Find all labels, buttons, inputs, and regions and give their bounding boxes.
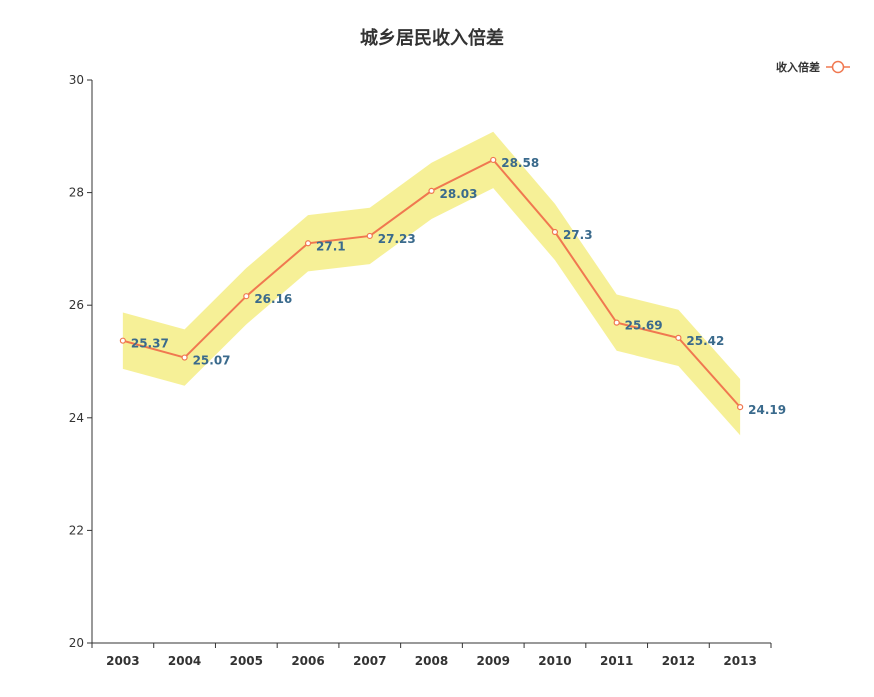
data-label: 26.16 bbox=[254, 292, 292, 306]
y-tick-label: 22 bbox=[69, 523, 84, 537]
data-point bbox=[551, 228, 559, 236]
y-tick-label: 26 bbox=[69, 298, 84, 312]
data-point bbox=[304, 240, 312, 247]
data-label: 25.42 bbox=[686, 334, 724, 348]
band-layer bbox=[122, 131, 741, 436]
x-tick-label: 2008 bbox=[415, 654, 448, 668]
data-point bbox=[613, 319, 620, 326]
label-layer: 25.37 25.07 26.16 27.1 27.23 28.03 28.58 27.3 25… bbox=[131, 156, 786, 417]
axis-layer: 20 22 24 26 28 30 2003 2004 2005 2006 2007 2008 2009… bbox=[69, 73, 772, 668]
legend[interactable]: 收入倍差 bbox=[776, 60, 850, 74]
data-label: 25.69 bbox=[625, 319, 663, 333]
data-label: 25.07 bbox=[193, 354, 231, 368]
data-point bbox=[119, 337, 126, 344]
data-point bbox=[243, 293, 250, 300]
data-point bbox=[490, 156, 497, 164]
data-point bbox=[675, 334, 682, 341]
x-tick-label: 2012 bbox=[662, 654, 695, 668]
x-tick-label: 2006 bbox=[291, 654, 324, 668]
data-point bbox=[428, 187, 435, 195]
data-label: 24.19 bbox=[748, 403, 786, 417]
legend-entry-label: 收入倍差 bbox=[776, 60, 820, 74]
x-tick-label: 2009 bbox=[477, 654, 510, 668]
data-point bbox=[366, 232, 373, 240]
x-tick-label: 2011 bbox=[600, 654, 633, 668]
legend-circle-marker bbox=[831, 60, 845, 74]
data-label: 27.23 bbox=[378, 232, 416, 246]
chart-title: 城乡居民收入倍差 bbox=[360, 27, 504, 49]
x-tick-label: 2005 bbox=[230, 654, 263, 668]
confidence-band bbox=[122, 131, 741, 436]
x-tick-label: 2004 bbox=[168, 654, 201, 668]
data-label: 25.37 bbox=[131, 337, 169, 351]
point-layer bbox=[119, 156, 744, 411]
data-point bbox=[181, 354, 188, 361]
y-tick-label: 28 bbox=[69, 186, 84, 200]
data-label: 28.03 bbox=[440, 187, 478, 201]
y-tick-label: 24 bbox=[69, 411, 84, 425]
x-tick-label: 2007 bbox=[353, 654, 386, 668]
x-tick-label: 2010 bbox=[538, 654, 571, 668]
data-point bbox=[737, 404, 744, 411]
data-label: 27.3 bbox=[563, 228, 593, 242]
y-tick-label: 30 bbox=[69, 73, 84, 87]
x-tick-label: 2013 bbox=[723, 654, 756, 668]
y-tick-label: 20 bbox=[69, 636, 84, 650]
x-tick-label: 2003 bbox=[106, 654, 139, 668]
data-label: 28.58 bbox=[501, 156, 539, 170]
data-label: 27.1 bbox=[316, 239, 346, 253]
